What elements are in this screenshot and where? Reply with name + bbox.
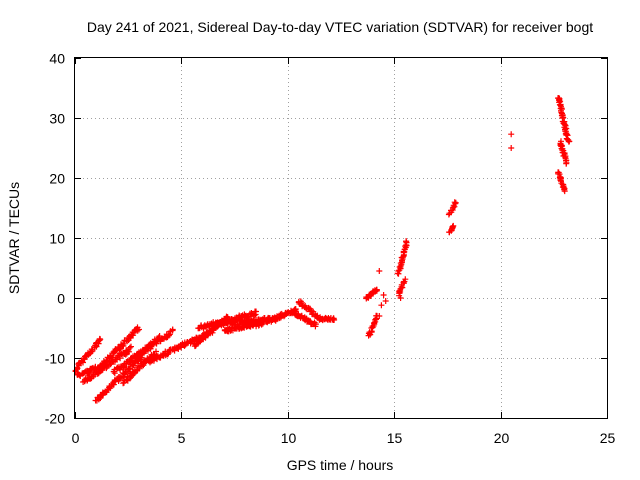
y-tick-label: -10 (45, 351, 65, 367)
data-point (140, 362, 147, 369)
y-tick-label: 10 (49, 231, 65, 247)
data-points (72, 95, 573, 404)
chart-title: Day 241 of 2021, Sidereal Day-to-day VTE… (87, 19, 593, 35)
data-point (109, 354, 115, 361)
data-point (508, 145, 515, 151)
x-tick-label: 15 (387, 430, 403, 446)
data-point (116, 346, 123, 353)
data-point (376, 268, 383, 274)
data-point (111, 370, 118, 377)
data-point (251, 312, 258, 319)
data-point (563, 160, 570, 167)
y-tick-label: -20 (45, 411, 65, 427)
y-tick-label: 30 (49, 111, 65, 127)
data-point (126, 348, 133, 355)
data-point (134, 327, 141, 334)
data-point (508, 131, 515, 138)
data-point (206, 324, 213, 330)
data-point (166, 331, 173, 338)
data-point (312, 321, 319, 328)
data-point (97, 395, 104, 402)
plot-frame (74, 57, 608, 419)
data-point (371, 319, 378, 326)
data-point (378, 302, 385, 309)
data-point (128, 343, 134, 350)
data-point (126, 365, 133, 372)
x-tick-label: 5 (178, 430, 186, 446)
data-point (126, 344, 133, 351)
data-point (113, 356, 120, 363)
y-tick-label: 20 (49, 171, 65, 187)
data-point (131, 362, 137, 369)
y-tick-label: 40 (49, 51, 65, 67)
data-point (561, 188, 568, 195)
x-tick-label: 0 (72, 430, 80, 446)
data-point (397, 295, 404, 301)
data-point (80, 359, 86, 366)
data-point (120, 341, 127, 347)
y-axis-label: SDTVAR / TECUs (6, 182, 22, 294)
data-point (156, 333, 163, 339)
data-point (450, 222, 457, 229)
x-tick-label: 25 (600, 430, 616, 446)
data-point (376, 313, 383, 319)
data-point (169, 327, 176, 334)
data-point (331, 316, 338, 323)
data-point (213, 323, 220, 330)
data-point (117, 366, 124, 373)
data-point (382, 298, 389, 304)
data-point (566, 138, 573, 145)
data-point (449, 223, 456, 230)
x-axis-label: GPS time / hours (287, 457, 394, 473)
data-point (95, 340, 102, 347)
data-point (178, 344, 185, 351)
x-tick-label: 10 (281, 430, 297, 446)
data-point (452, 199, 459, 206)
x-tick-label: 20 (494, 430, 510, 446)
data-point (402, 276, 409, 283)
data-point (136, 326, 142, 333)
data-point (403, 238, 410, 245)
data-point (253, 308, 259, 315)
data-point (380, 292, 387, 298)
data-point (155, 334, 162, 341)
y-tick-label: 0 (57, 291, 65, 307)
data-point (373, 286, 380, 293)
data-point (96, 335, 103, 342)
